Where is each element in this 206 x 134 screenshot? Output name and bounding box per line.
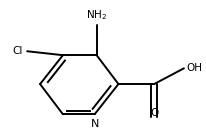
Text: OH: OH <box>186 63 202 73</box>
Text: Cl: Cl <box>13 46 23 56</box>
Text: O: O <box>150 108 158 118</box>
Text: NH$_2$: NH$_2$ <box>86 9 107 22</box>
Text: N: N <box>90 120 99 129</box>
